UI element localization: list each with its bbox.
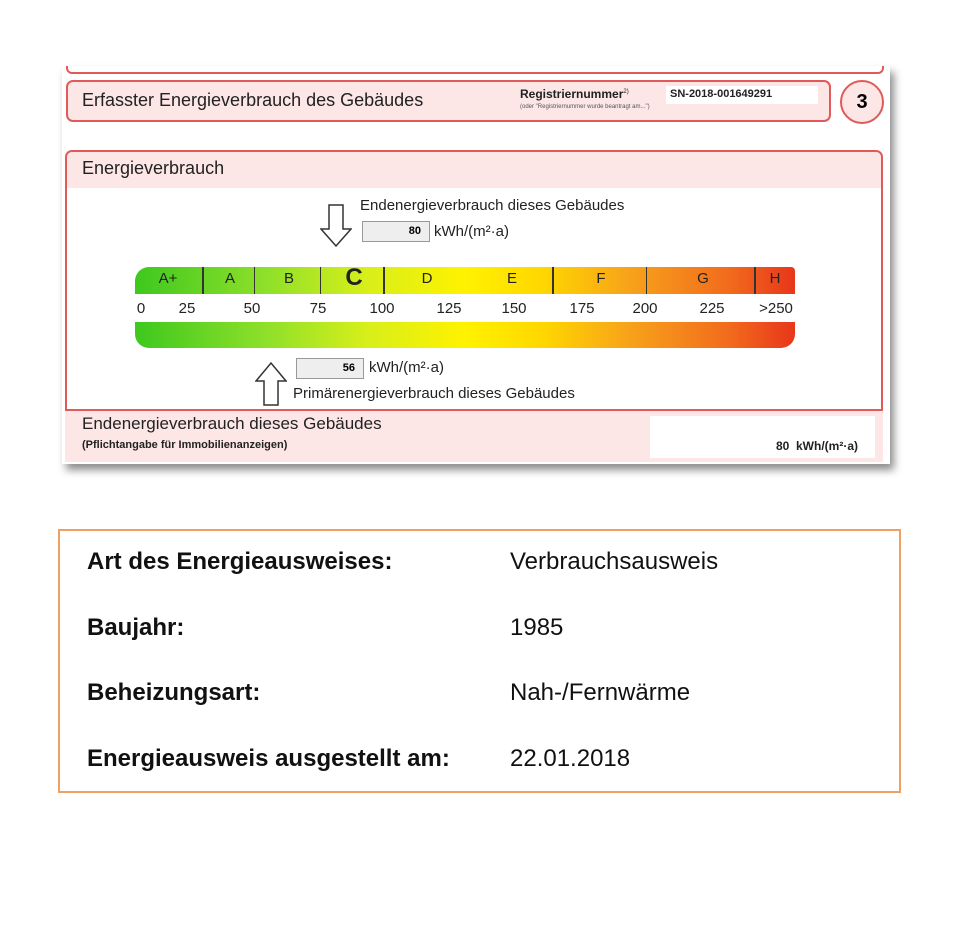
certificate-type-label: Art des Energieausweises: <box>87 548 393 575</box>
issue-date-label: Energieausweis ausgestellt am: <box>87 745 450 772</box>
scale-tick: 0 <box>136 300 146 317</box>
final-energy-value: 80 <box>362 221 430 242</box>
scale-tick: 200 <box>632 300 658 317</box>
registration-note: (oder "Registriernummer wurde beantragt … <box>520 104 650 110</box>
final-energy-unit: kWh/(m²·a) <box>434 223 509 240</box>
construction-year-label: Baujahr: <box>87 614 185 641</box>
scale-tick: 25 <box>178 300 196 317</box>
page-number: 3 <box>840 80 884 124</box>
class-separator <box>254 267 255 294</box>
header-title: Erfasster Energieverbrauch des Gebäudes <box>82 90 424 110</box>
class-label: B <box>283 270 295 287</box>
class-separator <box>202 267 204 294</box>
previous-section-edge <box>66 66 884 74</box>
scale-tick: 100 <box>369 300 395 317</box>
info-box <box>58 529 901 793</box>
scale-tick: >250 <box>759 300 793 317</box>
certificate-type-value: Verbrauchsausweis <box>510 548 719 575</box>
class-label-current: C <box>345 264 363 291</box>
class-separator <box>320 267 321 294</box>
section-title: Energieverbrauch <box>82 158 225 178</box>
bottom-subtitle: (Pflichtangabe für Immobilienanzeigen) <box>82 439 288 451</box>
class-label: E <box>506 270 518 287</box>
heating-type-value: Nah-/Fernwärme <box>510 679 691 706</box>
up-arrow-icon <box>255 361 287 406</box>
scale-tick: 225 <box>699 300 725 317</box>
scale-tick: 150 <box>501 300 527 317</box>
scale-tick: 175 <box>569 300 595 317</box>
class-label: A <box>224 270 236 287</box>
consumption-section <box>65 150 883 462</box>
class-label: A+ <box>158 270 178 287</box>
primary-energy-label: Primärenergieverbrauch dieses Gebäudes <box>293 385 575 402</box>
scale-tick: 50 <box>243 300 261 317</box>
registration-number: SN-2018-001649291 <box>666 86 818 104</box>
primary-energy-unit: kWh/(m²·a) <box>369 359 444 376</box>
energy-certificate-image <box>62 66 890 464</box>
class-separator <box>754 267 756 294</box>
issue-date-value: 22.01.2018 <box>510 745 631 772</box>
class-label: G <box>697 270 709 287</box>
final-energy-label: Endenergieverbrauch dieses Gebäudes <box>360 197 625 214</box>
class-label: F <box>596 270 606 287</box>
construction-year-value: 1985 <box>510 614 564 641</box>
class-separator <box>552 267 554 294</box>
bottom-title: Endenergieverbrauch dieses Gebäudes <box>82 414 382 433</box>
divider <box>65 409 883 411</box>
scale-tick: 125 <box>436 300 462 317</box>
registration-label: Registriernummer2) <box>520 87 629 101</box>
bottom-value: 80 kWh/(m²·a) <box>775 439 858 453</box>
section-header <box>67 152 881 188</box>
class-separator <box>646 267 647 294</box>
class-label: H <box>769 270 781 287</box>
mandatory-value-box <box>650 416 875 458</box>
primary-energy-bar <box>135 322 795 348</box>
down-arrow-icon <box>320 204 352 248</box>
efficiency-class-bar <box>135 267 795 294</box>
primary-energy-value: 56 <box>296 358 364 379</box>
heating-type-label: Beheizungsart: <box>87 679 261 706</box>
scale-tick: 75 <box>309 300 327 317</box>
class-label: D <box>421 270 433 287</box>
class-separator <box>383 267 385 294</box>
